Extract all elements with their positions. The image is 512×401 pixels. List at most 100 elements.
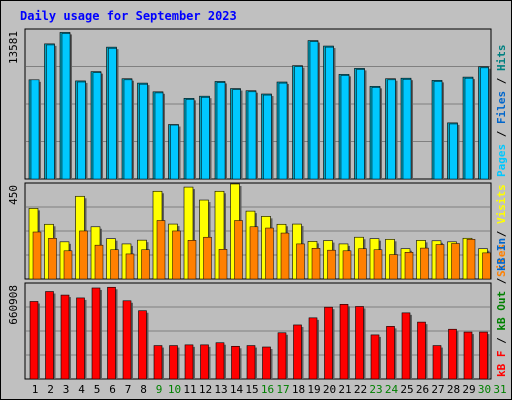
day-label-19: 19 — [307, 383, 320, 396]
bar-sites-13 — [218, 249, 228, 280]
bar-sites-19 — [311, 248, 321, 280]
bar-kb-30 — [479, 331, 488, 380]
day-label-4: 4 — [78, 383, 85, 396]
bar-files-13 — [216, 82, 226, 180]
bar-kb-15 — [246, 345, 256, 380]
bar-files-7 — [123, 79, 133, 180]
bar-files-18 — [294, 66, 303, 180]
bar-sites-30 — [482, 252, 491, 280]
day-label-10: 10 — [168, 383, 181, 396]
day-label-3: 3 — [63, 383, 70, 396]
bar-kb-13 — [215, 342, 225, 380]
bar-sites-7 — [125, 253, 135, 280]
day-label-30: 30 — [478, 383, 491, 396]
day-label-14: 14 — [230, 383, 244, 396]
bar-sites-8 — [141, 249, 150, 280]
bar-files-11 — [185, 99, 195, 180]
bar-files-9 — [154, 92, 164, 180]
day-label-5: 5 — [94, 383, 101, 396]
legend-hits-part-1: / — [495, 124, 508, 144]
legend-hits-part-0: Pages — [495, 144, 508, 177]
bar-files-5 — [92, 72, 102, 180]
legend-kb-part-1: / — [495, 331, 508, 351]
bar-files-27 — [433, 81, 443, 180]
bar-sites-14 — [234, 220, 243, 280]
day-label-11: 11 — [183, 383, 196, 396]
bar-sites-27 — [435, 244, 445, 280]
bar-kb-8 — [138, 310, 147, 380]
bar-kb-2 — [45, 291, 54, 380]
bar-sites-18 — [296, 243, 305, 280]
bar-kb-17 — [277, 332, 287, 380]
bar-files-28 — [449, 123, 458, 180]
bar-files-20 — [325, 46, 334, 180]
bar-files-21 — [340, 75, 350, 180]
bar-kb-4 — [76, 297, 85, 380]
legend-hits-part-2: Files — [495, 91, 508, 124]
legend-visits-part-0: Sites — [495, 244, 508, 277]
bar-kb-10 — [169, 345, 178, 380]
bar-kb-3 — [60, 294, 70, 380]
bar-kb-12 — [200, 344, 209, 380]
bar-files-30 — [480, 67, 489, 180]
bar-files-17 — [278, 82, 288, 180]
bar-kb-28 — [448, 328, 457, 380]
bar-kb-22 — [355, 306, 364, 380]
bar-sites-28 — [451, 243, 460, 280]
day-label-18: 18 — [292, 383, 305, 396]
bar-files-22 — [356, 69, 365, 180]
bar-files-23 — [371, 87, 381, 180]
bar-kb-5 — [91, 287, 101, 380]
bar-sites-22 — [358, 248, 367, 280]
bar-kb-7 — [122, 300, 132, 380]
day-label-27: 27 — [431, 383, 444, 396]
bar-files-29 — [464, 77, 474, 180]
legend-hits-part-4: Hits — [495, 45, 508, 72]
bar-sites-12 — [203, 236, 212, 280]
bar-sites-20 — [327, 249, 336, 280]
bar-sites-3 — [63, 250, 73, 280]
bar-sites-1 — [32, 231, 42, 280]
day-label-31: 31 — [493, 383, 506, 396]
legend-kb-part-4: kB In — [495, 238, 508, 271]
max-label-visits: 450 — [7, 185, 20, 205]
legend-hits: Pages / Files / Hits — [495, 45, 508, 178]
bar-sites-15 — [249, 226, 259, 280]
day-label-26: 26 — [416, 383, 429, 396]
bar-kb-25 — [401, 312, 411, 380]
bar-sites-29 — [466, 239, 476, 280]
bar-kb-27 — [432, 345, 442, 380]
day-label-29: 29 — [462, 383, 475, 396]
bar-sites-5 — [94, 244, 104, 280]
legend-kb-part-3: / — [495, 271, 508, 291]
bar-files-15 — [247, 91, 257, 180]
day-label-20: 20 — [323, 383, 336, 396]
bar-kb-24 — [386, 326, 395, 380]
bar-files-2 — [46, 44, 55, 180]
legend-visits-part-1: / — [495, 224, 508, 244]
legend-kb: kB F / kB Out / kB In — [495, 238, 508, 377]
bar-sites-16 — [265, 227, 274, 280]
day-label-8: 8 — [140, 383, 147, 396]
bar-sites-10 — [172, 230, 181, 280]
legend-hits-part-3: / — [495, 71, 508, 91]
day-label-28: 28 — [447, 383, 460, 396]
day-label-9: 9 — [156, 383, 163, 396]
bar-sites-23 — [373, 249, 383, 280]
day-label-16: 16 — [261, 383, 274, 396]
bar-files-1 — [30, 79, 40, 180]
bar-kb-16 — [262, 346, 271, 380]
bar-kb-21 — [339, 304, 349, 380]
bar-files-10 — [170, 124, 179, 180]
bar-files-8 — [139, 83, 148, 180]
day-label-23: 23 — [369, 383, 382, 396]
bar-kb-19 — [308, 317, 318, 380]
bar-sites-4 — [79, 230, 88, 280]
bar-files-19 — [309, 41, 319, 180]
bar-sites-11 — [187, 240, 197, 280]
bar-files-16 — [263, 94, 272, 180]
bar-sites-24 — [389, 254, 398, 280]
legend-visits: Sites / Visits — [495, 184, 508, 277]
